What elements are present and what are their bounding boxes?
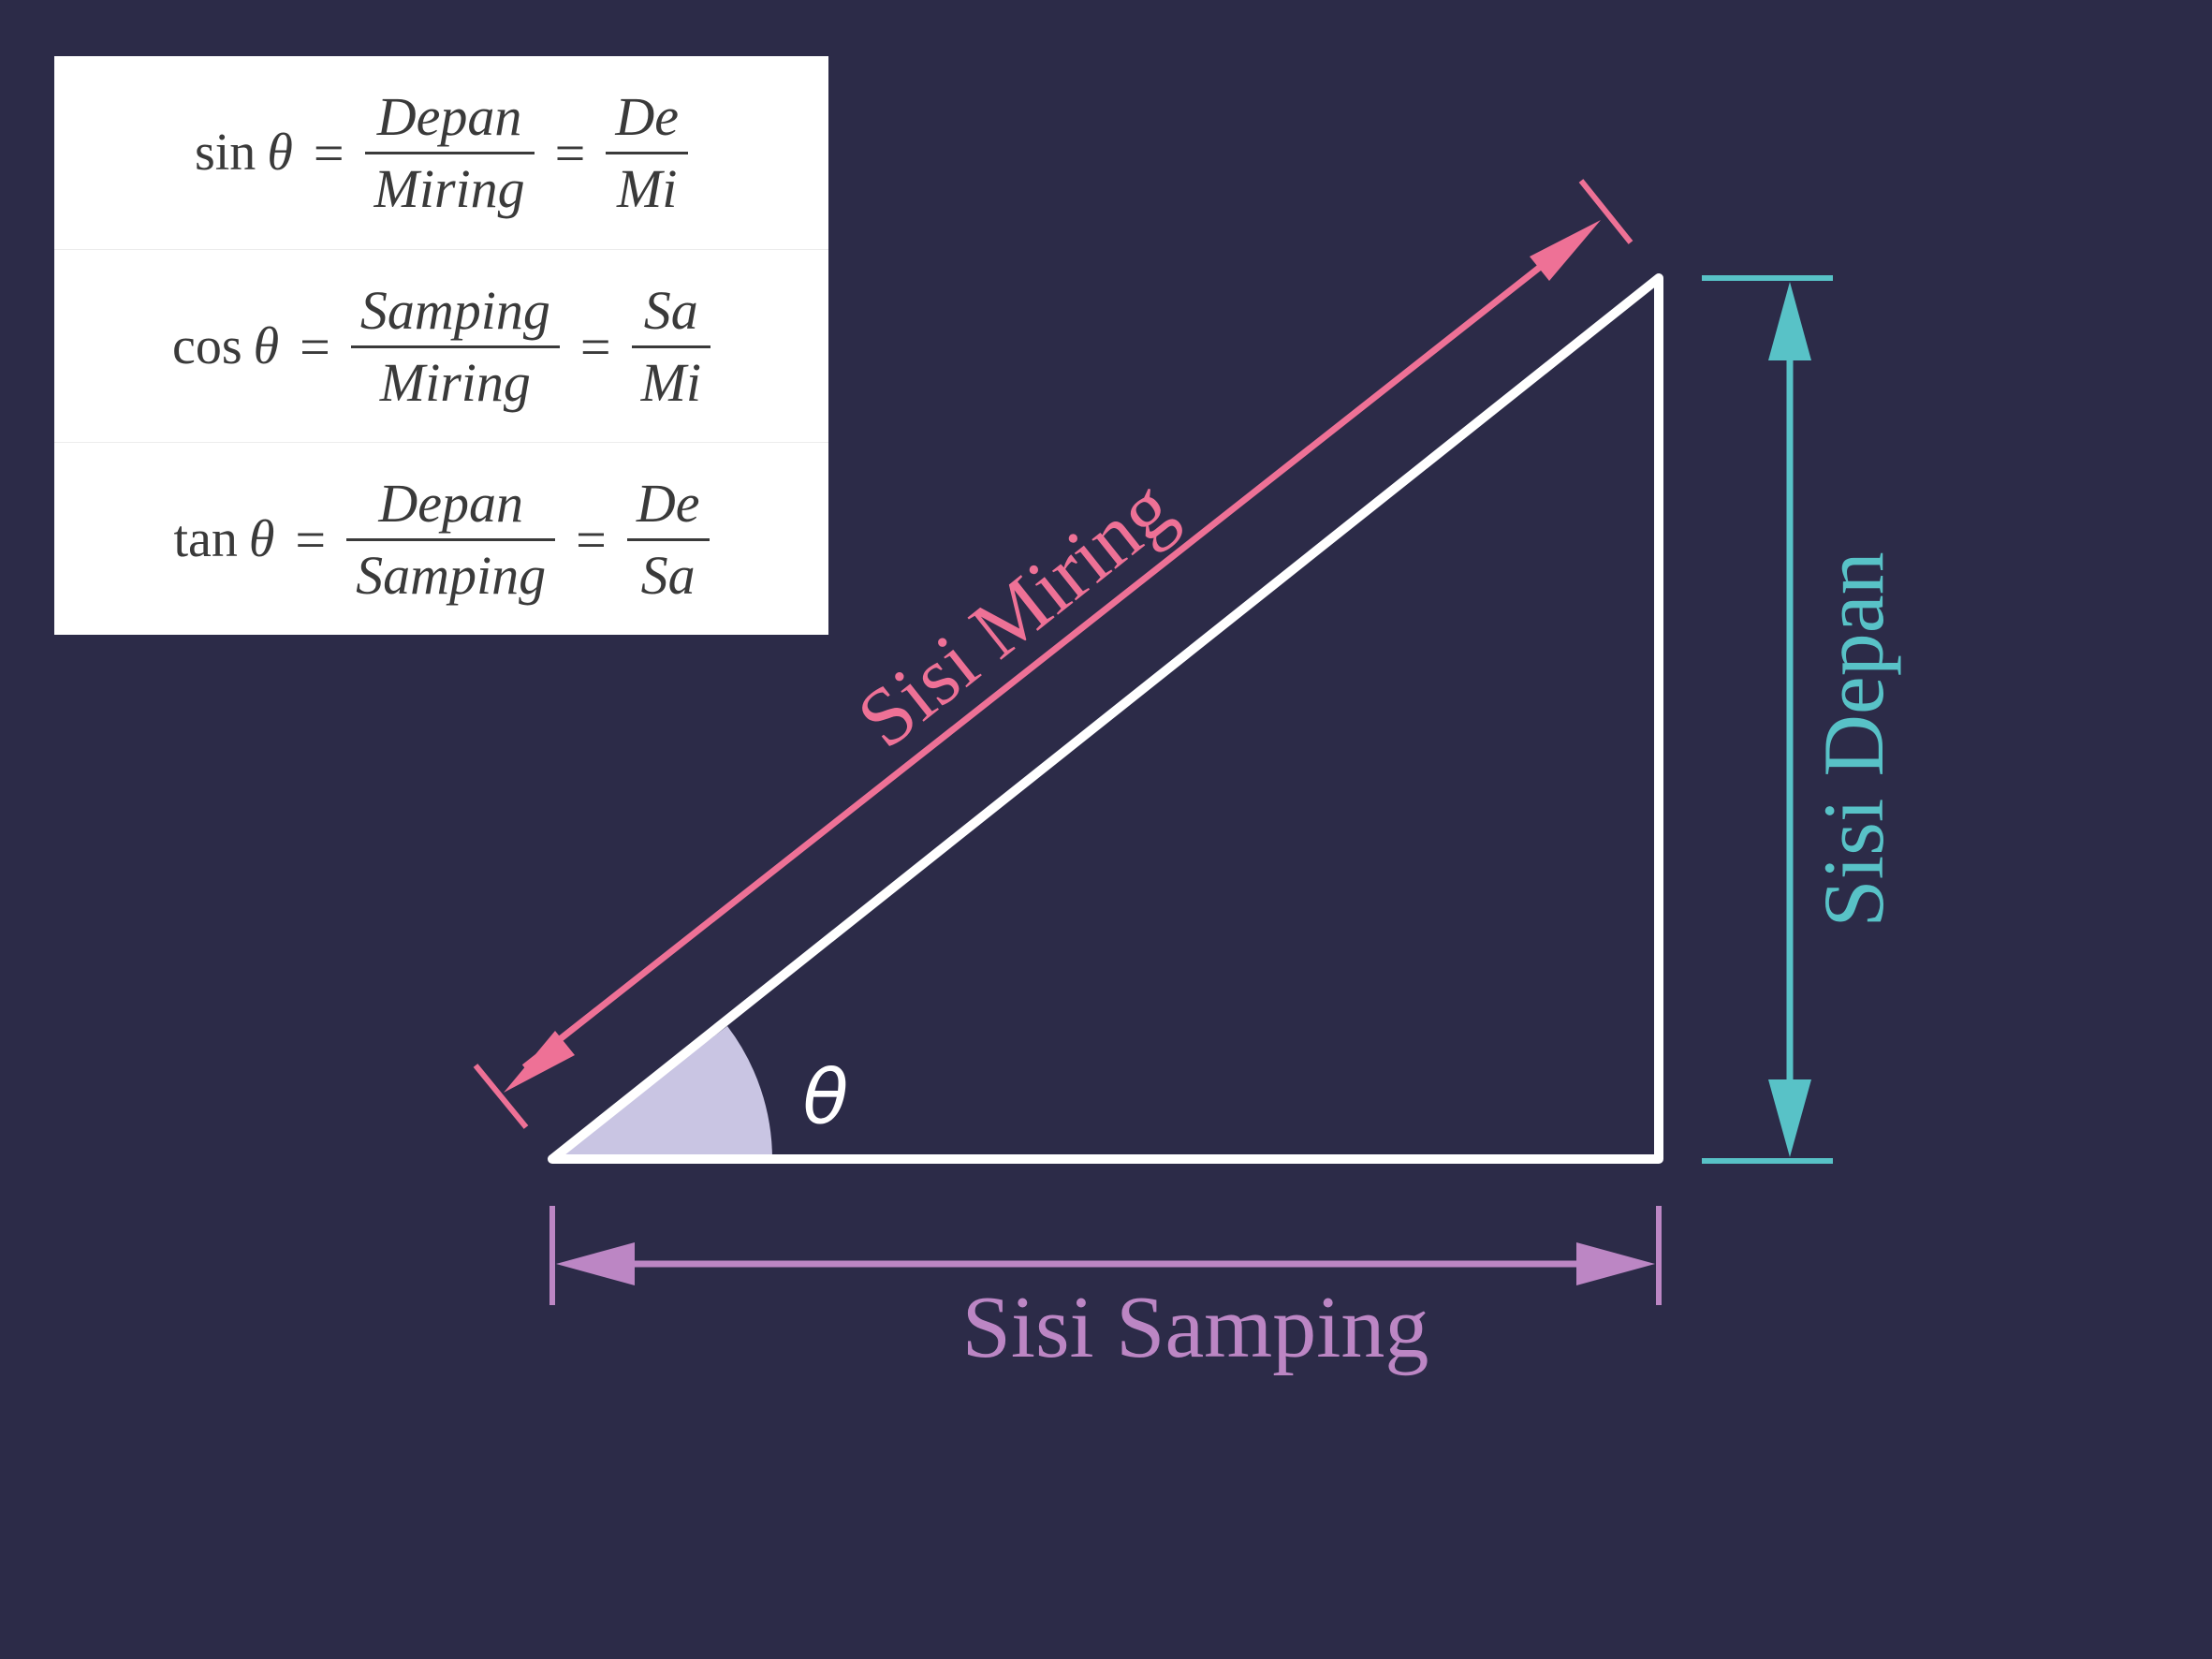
long-fraction: Depan Samping <box>346 469 556 610</box>
equals-sign: = <box>554 122 586 184</box>
long-fraction: Samping Miring <box>350 276 560 418</box>
fraction-bar <box>364 151 535 154</box>
function-name: sin <box>194 124 256 182</box>
opposite-label: Sisi Depan <box>1806 551 1901 928</box>
equals-sign: = <box>300 316 330 377</box>
numerator: Depan <box>378 472 523 534</box>
short-fraction: Sa Mi <box>631 276 711 418</box>
equals-sign: = <box>576 508 607 570</box>
equals-sign: = <box>579 316 611 377</box>
numerator: Depan <box>376 85 522 147</box>
equals-sign: = <box>295 508 327 570</box>
numerator: De <box>615 85 680 147</box>
fraction-bar <box>350 345 560 348</box>
adjacent-label: Sisi Samping <box>961 1279 1429 1376</box>
denominator: Miring <box>374 157 525 219</box>
angle-wedge <box>552 1026 772 1159</box>
fraction-bar <box>346 537 556 541</box>
opposite-dimension <box>1702 275 1833 1164</box>
tan-formula: tan θ = Depan Samping = De Sa <box>54 442 828 636</box>
fraction-bar <box>626 537 710 541</box>
numerator: Sa <box>643 279 698 341</box>
cos-formula: cos θ = Samping Miring = Sa Mi <box>54 249 828 443</box>
theta-symbol: θ <box>267 124 293 182</box>
fraction-bar <box>631 345 711 348</box>
denominator: Mi <box>640 351 702 413</box>
fraction-bar <box>606 151 689 154</box>
denominator: Sa <box>640 544 696 606</box>
equals-sign: = <box>313 122 344 184</box>
angle-label: θ <box>802 1053 849 1141</box>
short-fraction: De Mi <box>606 82 689 224</box>
theta-symbol: θ <box>253 317 280 375</box>
denominator: Samping <box>356 544 547 606</box>
sin-formula: sin θ = Depan Miring = De Mi <box>54 56 828 249</box>
adjacent-dimension <box>549 1206 1662 1305</box>
formula-panel: sin θ = Depan Miring = De Mi cos θ = Sampi… <box>54 56 828 635</box>
right-triangle <box>548 273 1663 1164</box>
denominator: Mi <box>616 157 678 219</box>
denominator: Miring <box>379 351 531 413</box>
hypotenuse-dimension <box>473 179 1633 1129</box>
short-fraction: De Sa <box>626 469 710 610</box>
numerator: De <box>636 472 700 534</box>
function-name: tan <box>173 510 238 568</box>
numerator: Samping <box>359 279 550 341</box>
theta-symbol: θ <box>248 510 275 568</box>
long-fraction: Depan Miring <box>364 82 535 224</box>
function-name: cos <box>171 317 242 375</box>
